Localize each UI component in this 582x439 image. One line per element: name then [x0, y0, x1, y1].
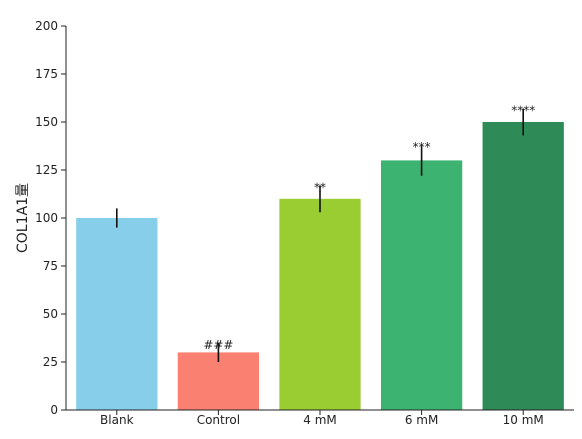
x-tick-label: 10 mM [503, 413, 544, 427]
y-tick-label: 200 [35, 19, 58, 33]
y-tick-label: 125 [35, 163, 58, 177]
bar [380, 160, 463, 410]
x-axis-ticks: Blank Control 4 mM 6 mM 10 mM [100, 410, 544, 427]
significance-label: **** [511, 104, 535, 118]
significance-label: *** [413, 140, 431, 154]
x-tick-label: 4 mM [303, 413, 337, 427]
y-axis-label: COL1A1量 [15, 183, 31, 253]
x-tick-label: 6 mM [405, 413, 439, 427]
y-tick-label: 175 [35, 67, 58, 81]
error-bars-layer [116, 108, 525, 362]
significance-annotations: ###********* [203, 104, 535, 352]
significance-label: ** [314, 180, 326, 194]
y-tick-label: 75 [43, 259, 58, 273]
bars-layer [76, 122, 564, 410]
x-tick-label: Control [197, 413, 240, 427]
y-tick-label: 25 [43, 355, 58, 369]
bar [279, 198, 361, 410]
bar [76, 218, 158, 410]
y-tick-label: 150 [35, 115, 58, 129]
significance-label: ### [203, 338, 233, 352]
y-tick-label: 50 [43, 307, 58, 321]
x-tick-label: Blank [100, 413, 134, 427]
bar [482, 122, 564, 410]
y-tick-label: 100 [35, 211, 58, 225]
y-tick-label: 0 [50, 403, 58, 417]
y-axis-ticks: 0 25 50 75 100 125 150 175 200 [35, 19, 66, 417]
